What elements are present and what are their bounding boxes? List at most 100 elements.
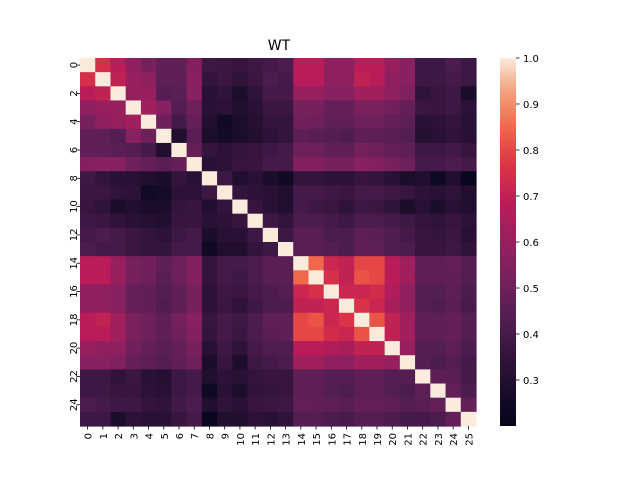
heatmap-cell [171, 270, 188, 286]
heatmap-cell [247, 383, 264, 399]
heatmap-cell [384, 270, 401, 286]
heatmap-cell [186, 341, 203, 356]
heatmap-cell [201, 326, 218, 342]
heatmap-cell [308, 369, 325, 385]
heatmap-cell [278, 383, 294, 399]
heatmap-cell [369, 270, 386, 286]
heatmap-cell [323, 284, 340, 300]
heatmap-cell [384, 326, 401, 342]
heatmap-cell [186, 157, 203, 172]
heatmap-cell [445, 411, 462, 427]
heatmap-cell [308, 397, 325, 413]
heatmap-cell [430, 298, 447, 314]
heatmap-cell [445, 341, 462, 356]
heatmap-cell [445, 157, 462, 172]
heatmap-cell [171, 298, 188, 314]
heatmap-cell [140, 383, 157, 399]
heatmap-cell [247, 369, 264, 385]
heatmap-cell [399, 157, 416, 172]
heatmap-cell [338, 242, 355, 257]
heatmap-cell [140, 242, 157, 257]
heatmap-cell [384, 128, 401, 144]
heatmap-cell [80, 383, 96, 399]
heatmap-cell [278, 86, 294, 102]
heatmap-cell [399, 100, 416, 116]
heatmap-cell [140, 227, 157, 243]
heatmap-cell [445, 270, 462, 286]
heatmap-cell [308, 86, 325, 102]
heatmap-cell [156, 341, 172, 356]
heatmap-cell [323, 256, 340, 271]
heatmap-cell [308, 284, 325, 300]
heatmap-cell [140, 312, 157, 328]
heatmap-cell [110, 86, 127, 102]
heatmap-cell [384, 213, 401, 229]
heatmap-cell [95, 72, 112, 87]
heatmap-cell [384, 341, 401, 356]
heatmap-cell [156, 227, 172, 243]
heatmap-cell [247, 397, 264, 413]
heatmap-cell [262, 256, 279, 271]
heatmap-cell [186, 171, 203, 186]
heatmap-cell [186, 100, 203, 116]
heatmap-cell [338, 114, 355, 130]
heatmap-cell [354, 341, 370, 356]
heatmap-cell [125, 256, 142, 271]
heatmap-cell [125, 72, 142, 87]
heatmap-cell [171, 185, 188, 201]
y-tick-label: 22 [69, 370, 80, 383]
heatmap-cell [95, 341, 112, 356]
heatmap-cell [247, 142, 264, 158]
heatmap-cell [445, 86, 462, 102]
heatmap-cell [125, 58, 142, 73]
heatmap-cell [171, 397, 188, 413]
x-tick-label: 12 [266, 433, 277, 446]
heatmap-cell [293, 227, 310, 243]
x-tick-label: 2 [114, 433, 125, 439]
heatmap-cell [140, 326, 157, 342]
heatmap-cell [354, 128, 370, 144]
y-tick-label: 18 [69, 313, 80, 326]
heatmap-cell [354, 185, 370, 201]
heatmap-cell [80, 312, 96, 328]
heatmap-cell [323, 213, 340, 229]
heatmap-cell [140, 355, 157, 370]
heatmap-cell [338, 185, 355, 201]
heatmap-cell [140, 341, 157, 356]
x-tick-label: 23 [434, 433, 445, 446]
heatmap-cell [293, 142, 310, 158]
heatmap-cell [384, 185, 401, 201]
heatmap-cell [110, 256, 127, 271]
heatmap-cell [95, 114, 112, 130]
heatmap-cell [323, 397, 340, 413]
heatmap-cell [308, 270, 325, 286]
heatmap-cell [156, 185, 172, 201]
heatmap-cell [354, 312, 370, 328]
x-tick-label: 7 [190, 433, 201, 439]
x-tick-label: 11 [251, 433, 262, 446]
heatmap-cell [80, 341, 96, 356]
heatmap-cell [262, 171, 279, 186]
heatmap-cell [247, 199, 264, 215]
heatmap-cell [247, 86, 264, 102]
heatmap-cell [399, 242, 416, 257]
heatmap-cell [308, 185, 325, 201]
heatmap-cell [125, 355, 142, 370]
heatmap-cell [217, 397, 233, 413]
heatmap-cell [80, 355, 96, 370]
heatmap-cell [232, 326, 249, 342]
heatmap-cell [140, 157, 157, 172]
heatmap-cell [262, 58, 279, 73]
heatmap-cell [354, 213, 370, 229]
heatmap-cell [125, 171, 142, 186]
heatmap-cell [262, 128, 279, 144]
heatmap-cell [95, 284, 112, 300]
heatmap-cell [217, 242, 233, 257]
heatmap-cell [140, 411, 157, 427]
heatmap-cell [399, 227, 416, 243]
heatmap-cell [125, 369, 142, 385]
heatmap-cell [262, 72, 279, 87]
heatmap-cell [308, 171, 325, 186]
heatmap-cell [201, 341, 218, 356]
